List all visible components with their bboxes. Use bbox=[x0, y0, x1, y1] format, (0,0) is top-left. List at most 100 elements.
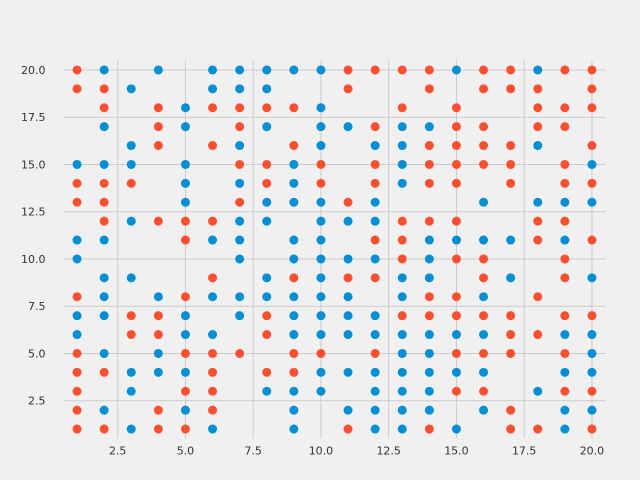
data-point bbox=[479, 273, 489, 283]
data-point bbox=[126, 311, 136, 321]
data-point bbox=[72, 330, 82, 340]
data-point bbox=[370, 405, 380, 415]
data-point bbox=[479, 235, 489, 245]
data-point bbox=[587, 367, 597, 377]
data-point bbox=[424, 122, 434, 132]
data-point bbox=[72, 311, 82, 321]
data-point bbox=[370, 235, 380, 245]
data-point bbox=[153, 216, 163, 226]
data-point bbox=[72, 159, 82, 169]
data-point bbox=[424, 84, 434, 94]
data-point bbox=[289, 65, 299, 75]
x-tick-label: 2.5 bbox=[109, 445, 127, 458]
data-point bbox=[289, 159, 299, 169]
data-point bbox=[560, 122, 570, 132]
data-point bbox=[126, 216, 136, 226]
data-point bbox=[451, 103, 461, 113]
data-point bbox=[397, 235, 407, 245]
data-point bbox=[560, 197, 570, 207]
data-point bbox=[262, 65, 272, 75]
data-point bbox=[180, 330, 190, 340]
y-tick-label: 17.5 bbox=[21, 111, 46, 124]
data-point bbox=[153, 311, 163, 321]
data-point bbox=[99, 311, 109, 321]
data-point bbox=[479, 405, 489, 415]
data-point bbox=[343, 311, 353, 321]
data-point bbox=[289, 273, 299, 283]
data-point bbox=[262, 216, 272, 226]
data-point bbox=[180, 405, 190, 415]
data-point bbox=[180, 216, 190, 226]
data-point bbox=[316, 235, 326, 245]
data-point bbox=[506, 273, 516, 283]
data-point bbox=[370, 216, 380, 226]
data-point bbox=[370, 159, 380, 169]
data-point bbox=[208, 348, 218, 358]
data-point bbox=[397, 311, 407, 321]
data-point bbox=[479, 197, 489, 207]
data-point bbox=[506, 84, 516, 94]
data-point bbox=[560, 65, 570, 75]
data-point bbox=[424, 311, 434, 321]
data-point bbox=[316, 386, 326, 396]
data-point bbox=[126, 424, 136, 434]
data-point bbox=[587, 273, 597, 283]
data-point bbox=[370, 273, 380, 283]
data-point bbox=[451, 348, 461, 358]
data-point bbox=[533, 424, 543, 434]
data-point bbox=[451, 386, 461, 396]
data-point bbox=[560, 273, 570, 283]
data-point bbox=[262, 292, 272, 302]
data-point bbox=[397, 348, 407, 358]
data-point bbox=[343, 330, 353, 340]
data-point bbox=[451, 292, 461, 302]
data-point bbox=[262, 330, 272, 340]
data-point bbox=[397, 216, 407, 226]
data-point bbox=[316, 292, 326, 302]
data-point bbox=[370, 348, 380, 358]
data-point bbox=[343, 273, 353, 283]
data-point bbox=[235, 235, 245, 245]
data-point bbox=[235, 159, 245, 169]
data-point bbox=[208, 84, 218, 94]
data-point bbox=[587, 103, 597, 113]
data-point bbox=[397, 405, 407, 415]
data-point bbox=[289, 311, 299, 321]
data-point bbox=[370, 424, 380, 434]
data-point bbox=[506, 65, 516, 75]
data-point bbox=[289, 386, 299, 396]
data-point bbox=[424, 178, 434, 188]
y-tick-label: 7.5 bbox=[28, 300, 46, 313]
data-point bbox=[235, 292, 245, 302]
data-point bbox=[99, 348, 109, 358]
data-point bbox=[560, 424, 570, 434]
data-point bbox=[208, 367, 218, 377]
series-0 bbox=[72, 65, 597, 434]
data-point bbox=[587, 386, 597, 396]
data-point bbox=[424, 141, 434, 151]
data-point bbox=[424, 348, 434, 358]
grid-lines bbox=[63, 60, 606, 439]
data-point bbox=[153, 292, 163, 302]
data-point bbox=[180, 159, 190, 169]
data-point bbox=[397, 159, 407, 169]
data-point bbox=[126, 178, 136, 188]
data-point bbox=[153, 65, 163, 75]
data-point bbox=[316, 330, 326, 340]
data-point bbox=[262, 84, 272, 94]
data-point bbox=[343, 122, 353, 132]
data-point bbox=[180, 122, 190, 132]
data-point bbox=[235, 254, 245, 264]
data-point bbox=[451, 367, 461, 377]
data-point bbox=[560, 178, 570, 188]
data-point bbox=[451, 159, 461, 169]
data-point bbox=[533, 292, 543, 302]
x-tick-label: 12.5 bbox=[376, 445, 401, 458]
data-point bbox=[587, 84, 597, 94]
data-point bbox=[451, 122, 461, 132]
data-point bbox=[424, 292, 434, 302]
data-point bbox=[72, 235, 82, 245]
data-point bbox=[289, 292, 299, 302]
data-point bbox=[424, 424, 434, 434]
